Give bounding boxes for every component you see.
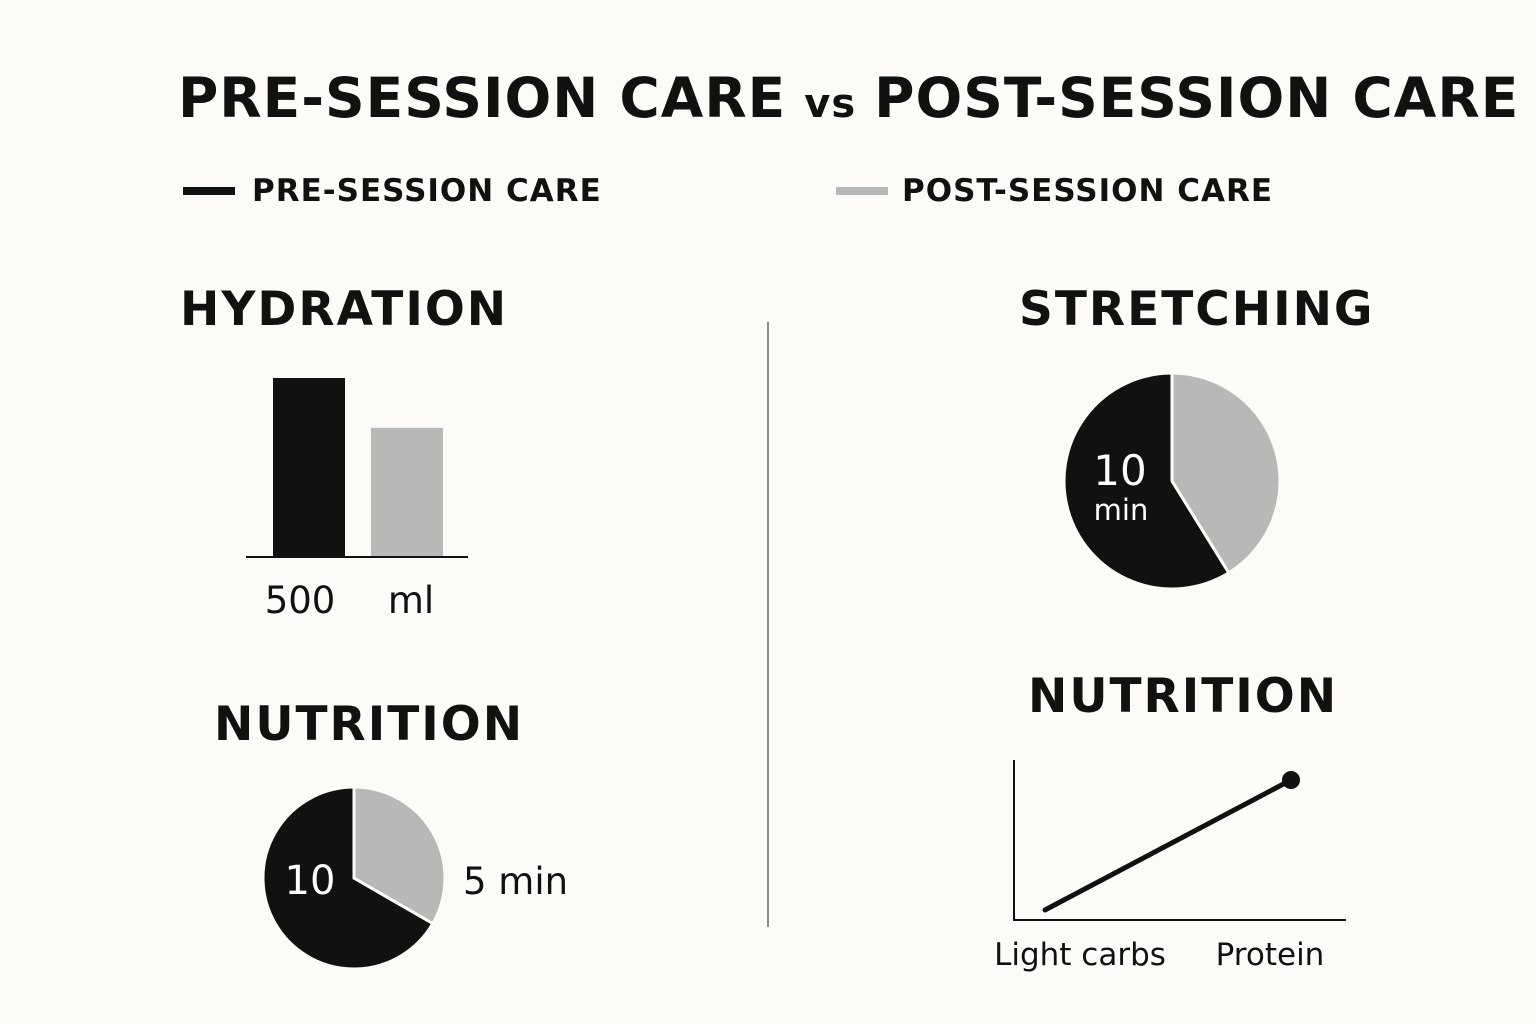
page-title: PRE-SESSION CARE vs POST-SESSION CARE	[178, 66, 1519, 130]
line-x-tick-label: Protein	[1216, 937, 1325, 973]
pie-slice-post	[352, 785, 447, 926]
pie-data-label: 10	[1093, 446, 1146, 495]
pie-data-label: 5 min	[463, 860, 568, 903]
line-x-tick-label: Light carbs	[994, 937, 1166, 973]
pie-slice-pre	[261, 785, 435, 971]
title-right: POST-SESSION CARE	[874, 66, 1520, 130]
line-series	[1042, 777, 1294, 913]
hydration-tick-label: 500	[265, 579, 336, 622]
stretching-title: STRETCHING	[1019, 282, 1375, 337]
post-nutrition-title: NUTRITION	[1028, 669, 1339, 724]
pie-slice-pre	[1062, 371, 1231, 591]
legend-label-post: POST-SESSION CARE	[902, 173, 1274, 209]
hydration-bar-pre	[273, 378, 345, 556]
hydration-bar-post	[371, 427, 443, 556]
center-divider	[767, 322, 769, 927]
pre-nutrition-title: NUTRITION	[214, 697, 525, 752]
title-left: PRE-SESSION CARE	[178, 66, 787, 130]
hydration-title: HYDRATION	[180, 282, 509, 337]
pie-data-label: min	[1094, 493, 1149, 527]
line-end-point	[1282, 771, 1300, 789]
pie-slice-post	[1170, 371, 1282, 575]
legend-swatch-post	[836, 187, 888, 195]
pie-data-label: 10	[285, 858, 336, 904]
hydration-tick-label: ml	[388, 579, 434, 622]
legend-swatch-pre	[183, 187, 235, 195]
title-vs: vs	[804, 81, 857, 127]
legend-label-pre: PRE-SESSION CARE	[252, 173, 602, 209]
